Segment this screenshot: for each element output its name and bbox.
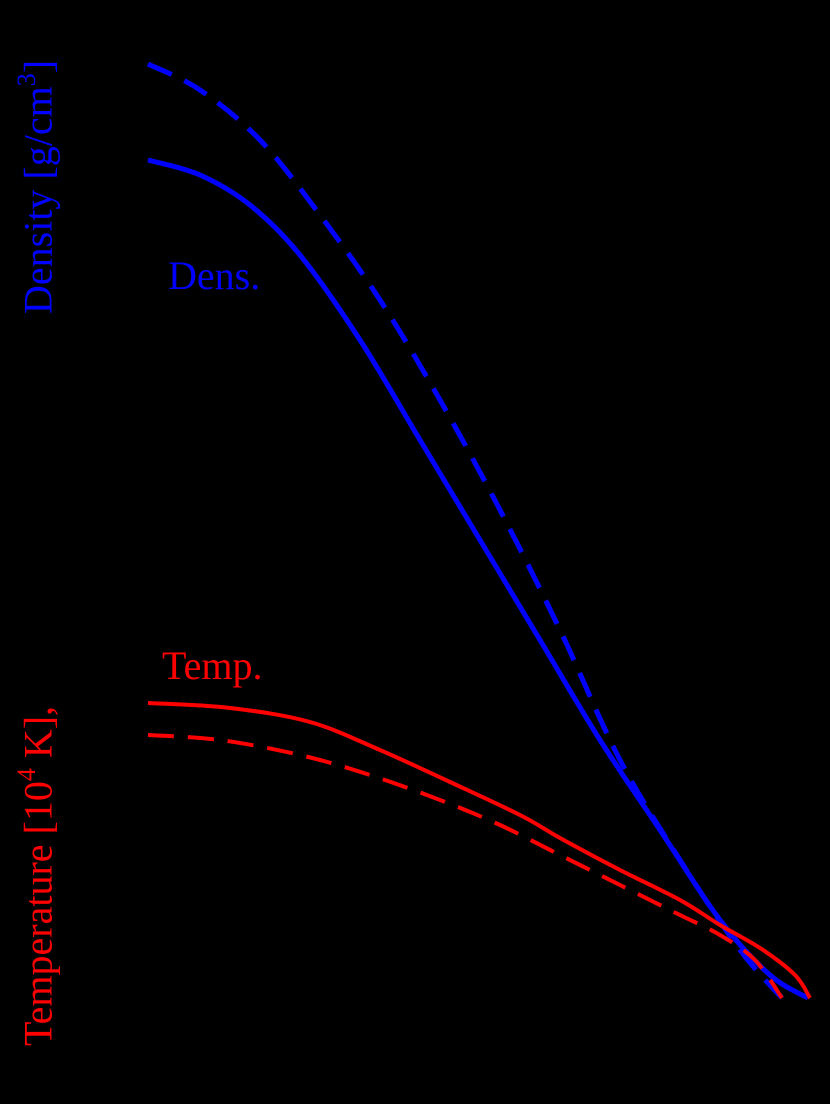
temperature-axis-label-text: Temperature [10: [15, 781, 61, 1046]
temperature-axis-label-sup: 4: [12, 768, 41, 782]
temperature-axis-label-close: K],: [15, 705, 61, 769]
series-layer: [146, 61, 812, 1001]
density-annotation: Dens.: [168, 253, 261, 298]
density-axis-label-text: Density [g/cm: [15, 86, 61, 314]
density-axis-label-close: ]: [15, 59, 61, 74]
temperature-axis-label: Temperature [104 K],: [12, 705, 61, 1046]
series-line-temperature-dashed: [147, 733, 784, 1000]
series-line-density-solid: [147, 157, 810, 1001]
density-axis-label: Density [g/cm3]: [12, 59, 61, 314]
series-line-temperature-solid: [147, 701, 812, 1000]
density-axis-label-sup: 3: [12, 73, 41, 87]
temperature-annotation: Temp.: [162, 643, 263, 688]
